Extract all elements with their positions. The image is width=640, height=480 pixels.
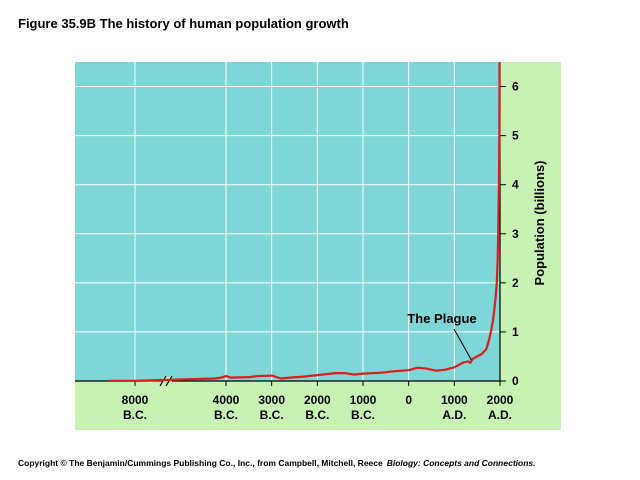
- plague-pointer-line: [453, 328, 472, 361]
- y-tick-label: 1: [512, 325, 519, 339]
- x-tick-era-label: A.D.: [442, 408, 466, 422]
- x-tick-era-label: B.C.: [260, 408, 284, 422]
- y-tick-label: 0: [512, 374, 519, 388]
- book-title: Biology: Concepts and Connections.: [386, 458, 536, 468]
- x-tick-label: 0: [405, 393, 412, 407]
- x-tick-era-label: B.C.: [214, 408, 238, 422]
- figure-title: Figure 35.9B The history of human popula…: [18, 16, 349, 31]
- x-tick-era-label: B.C.: [305, 408, 329, 422]
- x-tick-label: 1000: [350, 393, 377, 407]
- annotations: The Plague: [407, 311, 477, 361]
- x-tick-label: 1000: [441, 393, 468, 407]
- plot-area: [75, 62, 500, 381]
- x-tick-label: 2000: [304, 393, 331, 407]
- population-curve: [109, 62, 501, 382]
- copyright-text: Copyright © The Benjamin/Cummings Publis…: [18, 458, 383, 468]
- x-tick-era-label: B.C.: [351, 408, 375, 422]
- y-tick-label: 2: [512, 276, 519, 290]
- y-axis-label: Population (billions): [532, 161, 547, 286]
- copyright-footer: Copyright © The Benjamin/Cummings Publis…: [18, 458, 536, 468]
- axis-break-mark: [165, 375, 173, 387]
- x-tick-label: 4000: [213, 393, 240, 407]
- axis-break-gap: [162, 377, 172, 385]
- x-tick-label: 2000: [487, 393, 514, 407]
- plague-annotation: The Plague: [407, 311, 476, 326]
- y-tick-label: 5: [512, 129, 519, 143]
- x-tick-era-label: A.D.: [488, 408, 512, 422]
- tick-labels: 01234568000B.C.4000B.C.3000B.C.2000B.C.1…: [122, 80, 519, 422]
- x-tick-era-label: B.C.: [123, 408, 147, 422]
- population-series: [109, 62, 501, 382]
- x-tick-label: 8000: [122, 393, 149, 407]
- y-tick-label: 6: [512, 80, 519, 94]
- y-tick-label: 3: [512, 227, 519, 241]
- x-tick-label: 3000: [258, 393, 285, 407]
- y-tick-label: 4: [512, 178, 519, 192]
